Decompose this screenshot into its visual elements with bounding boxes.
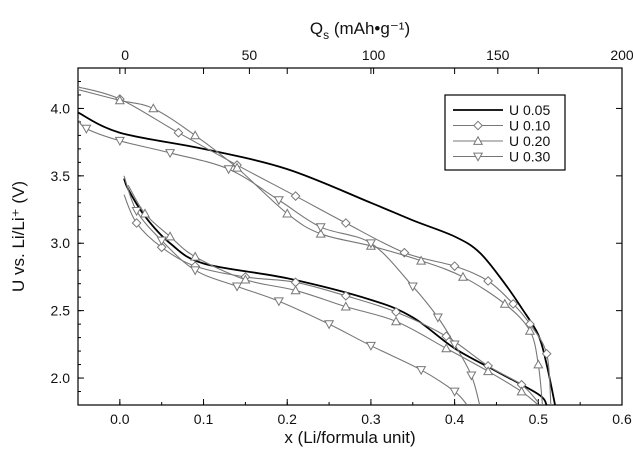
x-tick-label: 0.0 — [110, 411, 130, 427]
top-axis-title-symbol: Q — [310, 19, 323, 38]
series-layer — [78, 86, 556, 405]
data-point-U-020 — [340, 301, 351, 311]
x2-tick-label: 150 — [486, 47, 510, 63]
data-point-U-020 — [231, 162, 243, 172]
y-tick-label: 2.0 — [51, 370, 71, 386]
data-point-U-010 — [449, 261, 460, 272]
data-point-U-010 — [173, 127, 184, 138]
data-point-U-030 — [273, 196, 284, 206]
data-point-U-010 — [340, 290, 351, 301]
data-point-U-020 — [516, 386, 527, 396]
data-point-U-010 — [156, 242, 167, 253]
data-point-U-020 — [114, 95, 125, 105]
data-point-U-020 — [148, 103, 159, 113]
data-point-U-030 — [466, 371, 477, 381]
plot-frame — [77, 67, 623, 406]
data-point-U-020 — [315, 228, 326, 238]
legend-label-U-005: U 0.05 — [509, 102, 550, 118]
data-point-U-020 — [483, 366, 494, 376]
data-point-U-020 — [499, 298, 510, 308]
tick-labels: 0.1 0.2 0.3 0.4 0.5 0.6 0.0 2.0 2.5 3.0 3.5 4.0 0 50 1… — [51, 47, 633, 427]
series-line-U-020-discharge — [127, 184, 539, 405]
legend-label-U-020: U 0.20 — [509, 133, 550, 149]
data-point-U-030 — [449, 387, 460, 397]
data-point-U-030 — [432, 313, 443, 323]
data-point-U-020 — [240, 274, 251, 284]
data-point-U-030 — [273, 297, 284, 307]
data-point-U-010 — [483, 276, 493, 286]
data-point-U-020 — [290, 285, 301, 295]
x-tick-label: 0.1 — [194, 411, 214, 427]
x2-tick-label: 50 — [242, 47, 258, 63]
data-point-U-010 — [391, 307, 401, 317]
data-point-U-020 — [190, 251, 201, 261]
series-U-030 — [78, 118, 481, 405]
data-point-U-020 — [390, 316, 402, 326]
legend-label-U-010: U 0.10 — [509, 118, 550, 134]
legend-label-U-030: U 0.30 — [509, 149, 550, 165]
x-tick-label: 0.4 — [445, 411, 465, 427]
x-tick-label: 0.6 — [612, 411, 632, 427]
series-line-U-010-discharge — [123, 194, 539, 403]
data-point-U-010 — [541, 348, 552, 359]
x-tick-label: 0.2 — [277, 411, 297, 427]
x-tick-label: 0.3 — [361, 411, 381, 427]
data-point-U-030 — [416, 366, 427, 376]
x2-tick-label: 200 — [610, 47, 633, 63]
data-point-U-020 — [457, 271, 469, 281]
data-point-U-030 — [156, 236, 167, 246]
data-point-U-020 — [165, 231, 176, 241]
data-point-U-030 — [223, 165, 234, 175]
data-point-U-020 — [524, 325, 535, 335]
y-tick-label: 2.5 — [51, 303, 71, 319]
y-tick-label: 3.5 — [51, 168, 71, 184]
data-point-U-030 — [190, 266, 201, 276]
legend-marker-U-030 — [472, 152, 484, 162]
data-point-U-030 — [324, 320, 335, 330]
top-axis-title: Qs (mAh•g⁻¹) — [310, 19, 410, 42]
y-tick-label: 3.0 — [51, 235, 71, 251]
axis-ticks — [77, 67, 623, 406]
x2-tick-label: 0 — [121, 47, 129, 63]
data-point-U-020 — [441, 343, 452, 353]
legend-marker-U-010 — [473, 120, 483, 131]
data-point-U-030 — [114, 136, 125, 147]
legend-box — [444, 94, 566, 171]
data-point-U-030 — [81, 124, 92, 134]
data-point-U-020 — [139, 208, 151, 218]
legend: U 0.05U 0.10U 0.20U 0.30 — [444, 94, 566, 171]
data-point-U-020 — [416, 255, 427, 265]
data-point-U-020 — [533, 359, 544, 369]
data-point-U-030 — [365, 239, 376, 249]
data-point-U-030 — [165, 149, 176, 159]
data-point-U-010 — [340, 218, 351, 228]
data-point-U-010 — [131, 218, 142, 228]
data-point-U-010 — [290, 191, 301, 201]
data-point-U-030 — [407, 282, 418, 292]
x-axis-title: x (Li/formula unit) — [284, 428, 415, 447]
series-line-U-005-discharge — [123, 178, 548, 405]
top-axis-title-subscript: s — [323, 28, 329, 42]
series-line-U-005-charge — [78, 111, 556, 405]
data-point-U-030 — [231, 282, 243, 292]
y-axis-title: U vs. Li/Li⁺ (V) — [9, 181, 28, 292]
x2-tick-label: 100 — [362, 47, 386, 63]
legend-marker-U-020 — [472, 135, 484, 145]
data-point-U-030 — [131, 207, 142, 217]
data-point-U-030 — [315, 223, 326, 233]
data-point-U-020 — [190, 130, 201, 140]
y-tick-label: 4.0 — [51, 100, 71, 116]
data-point-U-030 — [365, 341, 376, 351]
data-point-U-020 — [282, 208, 293, 218]
data-point-U-030 — [449, 340, 460, 350]
top-axis-title-unit: (mAh•g⁻¹) — [329, 19, 410, 38]
series-U-020 — [78, 89, 544, 405]
data-point-U-010 — [508, 298, 519, 309]
x-tick-label: 0.5 — [529, 411, 549, 427]
